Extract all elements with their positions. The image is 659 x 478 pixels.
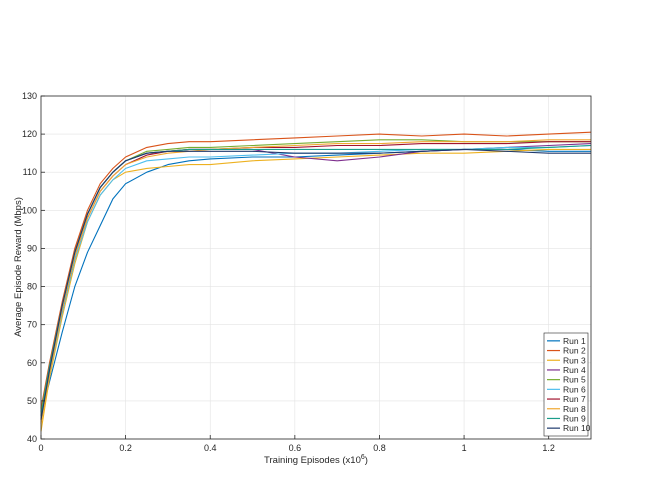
legend-label: Run 6 (563, 384, 586, 394)
legend-label: Run 3 (563, 355, 586, 365)
legend-label: Run 2 (563, 346, 586, 356)
x-tick-label: 0.6 (289, 443, 302, 453)
plot-frame (40, 95, 592, 440)
y-tick-label: 70 (27, 320, 37, 330)
y-tick-label: 80 (27, 282, 37, 292)
series-line-run-10 (40, 148, 591, 420)
x-tick-label: 0.2 (119, 443, 132, 453)
series-lines (40, 131, 592, 432)
legend-label: Run 1 (563, 336, 586, 346)
legend-label: Run 7 (563, 394, 586, 404)
legend-label: Run 4 (563, 365, 586, 375)
y-tick-label: 60 (27, 358, 37, 368)
y-axis-title: Average Episode Reward (Mbps) (13, 197, 24, 337)
y-tick-label: 130 (22, 91, 37, 101)
y-tick-label: 110 (23, 167, 37, 177)
x-tick-label: 1 (462, 443, 467, 453)
x-tick-label: 0.4 (204, 443, 217, 453)
y-tick-label: 40 (27, 434, 37, 444)
y-tick-label: 100 (22, 205, 37, 215)
y-tick-label: 90 (27, 243, 37, 253)
axis-ticks: 0 0.2 0.4 0.6 0.8 1 1.2 40 50 60 70 80 90 100 110 120 13… (22, 91, 555, 453)
x-tick-label: 0.8 (373, 443, 386, 453)
y-tick-label: 50 (27, 396, 37, 406)
legend-label: Run 5 (563, 375, 586, 385)
x-tick-label: 0 (38, 443, 43, 453)
legend-label: Run 10 (563, 423, 591, 433)
y-tick-label: 120 (22, 129, 37, 139)
legend-label: Run 9 (563, 413, 586, 423)
x-axis-title: Training Episodes (x106) (264, 454, 368, 466)
legend-label: Run 8 (563, 404, 586, 414)
series-line-run-3 (40, 148, 591, 432)
series-line-run-2 (40, 131, 592, 409)
x-tick-label: 1.2 (542, 443, 555, 453)
